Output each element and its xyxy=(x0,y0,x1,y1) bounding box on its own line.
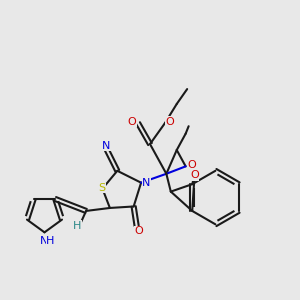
Text: O: O xyxy=(190,170,199,180)
Text: N: N xyxy=(102,140,110,151)
Text: O: O xyxy=(128,117,136,127)
Text: N: N xyxy=(142,178,151,188)
Text: O: O xyxy=(135,226,143,236)
Text: H: H xyxy=(73,221,81,231)
Text: S: S xyxy=(98,183,105,193)
Text: H: H xyxy=(46,236,55,246)
Text: N: N xyxy=(39,236,48,246)
Text: O: O xyxy=(166,117,175,127)
Text: O: O xyxy=(187,160,196,170)
